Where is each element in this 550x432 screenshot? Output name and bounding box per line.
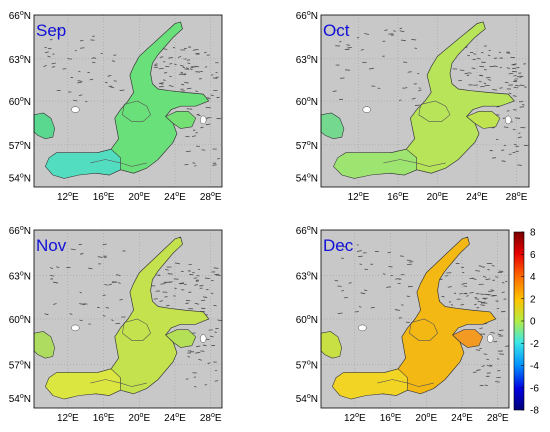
lat-tick-label: 66oN: [296, 225, 318, 237]
map-panel-sep: Sep 54oN 57oN 60oN 63oN 66oN 12oE 16oE 20oE 24oE 2…: [9, 10, 223, 203]
coastline-scatter: [43, 28, 222, 167]
colorbar-tick-label: 8: [530, 228, 536, 239]
contour-line: [122, 318, 151, 341]
lon-tick-label: 28oE: [200, 412, 222, 424]
sea-eastern-gulf: [466, 111, 501, 129]
coastline-scatter: [332, 27, 529, 166]
colorbar-tick-label: 2: [530, 294, 536, 305]
map-panel-nov: Nov 54oN 57oN 60oN 63oN 66oN 12oE 16oE 20oE 24oE 2…: [9, 225, 223, 424]
lon-tick-label: 20oE: [128, 412, 150, 424]
lat-tick-label: 57oN: [296, 140, 318, 152]
lat-tick-label: 66oN: [296, 10, 318, 22]
panel-frame: [320, 14, 530, 188]
sea-eastern-gulf: [452, 329, 484, 348]
lat-tick-label: 60oN: [9, 96, 31, 108]
lon-tick-label: 16oE: [380, 412, 402, 424]
lat-tick-label: 66oN: [9, 10, 31, 22]
month-label: Sep: [36, 21, 66, 40]
lon-tick-label: 20oE: [128, 191, 150, 203]
lat-tick-label: 63oN: [296, 54, 318, 66]
island: [486, 334, 494, 343]
sea-southern-basin: [44, 148, 121, 179]
lon-tick-label: 12oE: [57, 412, 79, 424]
lat-tick-label: 60oN: [296, 314, 318, 326]
lat-tick-label: 60oN: [9, 314, 31, 326]
sea-southern-basin: [331, 368, 408, 400]
lon-tick-label: 24oE: [164, 191, 186, 203]
lon-tick-label: 24oE: [451, 412, 473, 424]
map-panel-dec: Dec 54oN 57oN 60oN 63oN 66oN 12oE 16oE 20oE 24oE 2…: [296, 225, 510, 424]
map-panel-oct: Oct 54oN 57oN 60oN 63oN 66oN 12oE 16oE 20oE 24oE 2…: [296, 10, 530, 203]
island: [504, 115, 512, 125]
lat-tick-label: 54oN: [296, 173, 318, 185]
month-label: Oct: [323, 21, 350, 40]
lon-tick-label: 24oE: [466, 191, 488, 203]
lon-tick-label: 16oE: [387, 191, 409, 203]
lat-tick-label: 57oN: [9, 359, 31, 371]
contour-line: [90, 159, 147, 167]
colorbar-tick-label: -2: [530, 339, 539, 350]
lat-tick-label: 63oN: [9, 54, 31, 66]
colorbar: 8 6 4 2 0 -2 -4 -6 -8: [513, 228, 539, 417]
month-label: Nov: [36, 236, 67, 255]
lon-tick-label: 20oE: [415, 412, 437, 424]
contour-line: [418, 100, 451, 122]
island: [358, 324, 367, 332]
lon-tick-label: 20oE: [427, 191, 449, 203]
lat-tick-label: 57oN: [296, 359, 318, 371]
sea-western-strait: [320, 331, 343, 359]
contour-line: [90, 379, 147, 387]
lat-tick-label: 63oN: [9, 270, 31, 282]
lat-tick-label: 60oN: [296, 96, 318, 108]
sea-southern-basin: [333, 148, 418, 179]
contour-line: [409, 318, 438, 341]
island: [71, 324, 80, 332]
contour-line: [122, 100, 151, 122]
sea-eastern-gulf: [165, 329, 197, 348]
island: [71, 106, 80, 113]
panel-frame: [33, 14, 223, 188]
lon-tick-label: 16oE: [93, 191, 115, 203]
lon-tick-label: 28oE: [487, 412, 509, 424]
lon-tick-label: 12oE: [57, 191, 79, 203]
colorbar-tick-label: 0: [530, 317, 536, 328]
lon-tick-label: 16oE: [93, 412, 115, 424]
lat-tick-label: 54oN: [296, 393, 318, 405]
lon-tick-label: 12oE: [348, 191, 370, 203]
colorbar-tick-label: 6: [530, 250, 536, 261]
lon-tick-label: 28oE: [200, 191, 222, 203]
colorbar-tick-label: -6: [530, 383, 539, 394]
lat-tick-label: 63oN: [296, 270, 318, 282]
sea-southern-basin: [44, 368, 121, 400]
contour-line: [383, 159, 446, 167]
lon-tick-label: 12oE: [344, 412, 366, 424]
lon-tick-label: 28oE: [506, 191, 528, 203]
month-label: Dec: [323, 236, 354, 255]
panel-frame: [320, 229, 510, 409]
sea-western-strait: [33, 112, 56, 140]
lat-tick-label: 66oN: [9, 225, 31, 237]
colorbar-tick-label: 4: [530, 272, 536, 283]
island: [199, 115, 207, 125]
panel-frame: [33, 229, 223, 409]
lat-tick-label: 54oN: [9, 393, 31, 405]
sea-western-strait: [320, 112, 345, 140]
island: [199, 334, 207, 343]
colorbar-tick-label: -4: [530, 361, 539, 372]
sea-eastern-gulf: [165, 111, 197, 129]
colorbar-tick-label: -8: [530, 406, 539, 417]
lon-tick-label: 24oE: [164, 412, 186, 424]
contour-line: [377, 379, 434, 387]
island: [362, 106, 372, 113]
lat-tick-label: 57oN: [9, 140, 31, 152]
sea-western-strait: [33, 331, 56, 359]
lat-tick-label: 54oN: [9, 173, 31, 185]
